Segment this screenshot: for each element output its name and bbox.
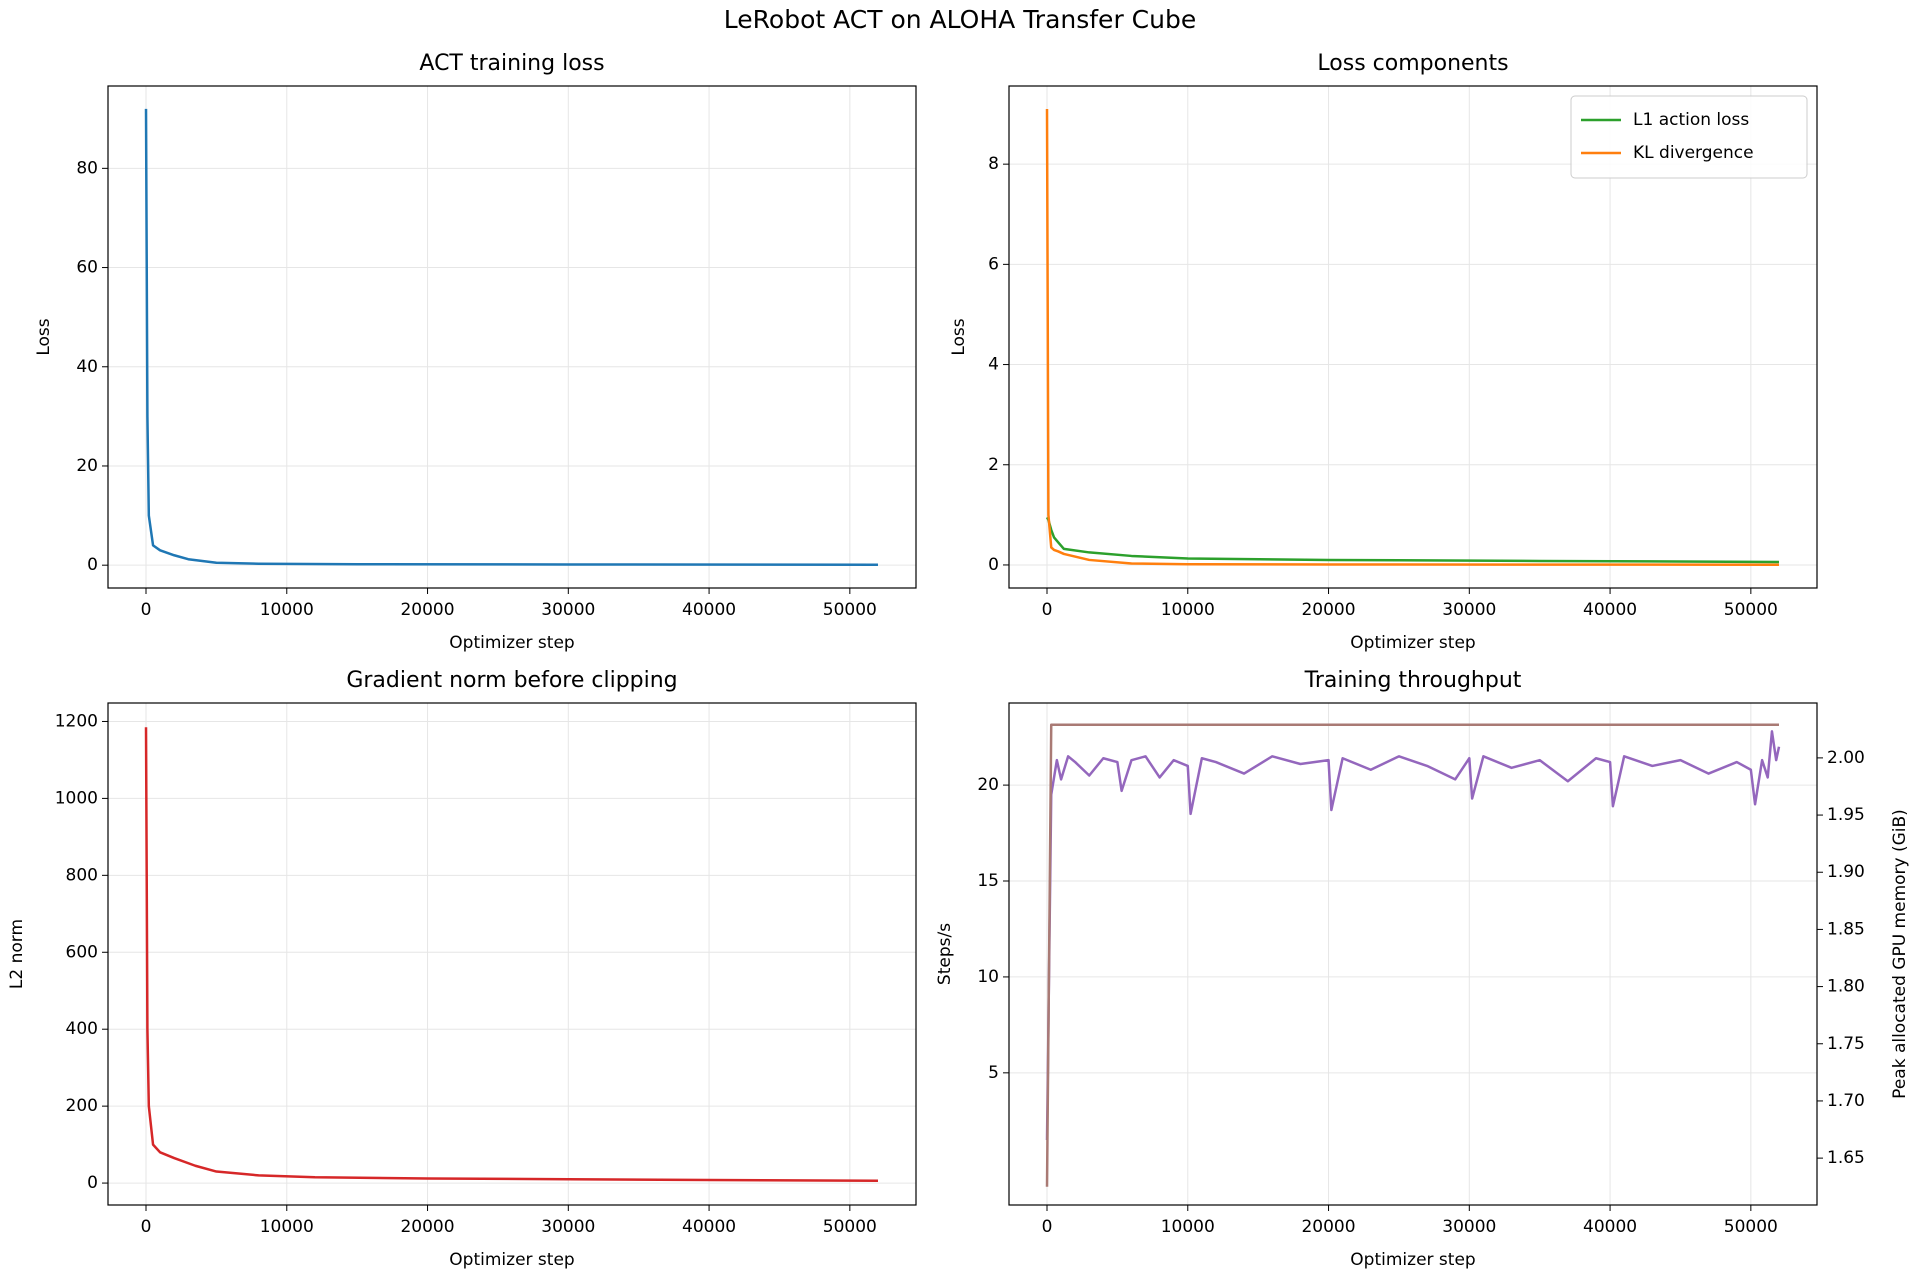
- y-axis-label: Steps/s: [935, 923, 955, 985]
- x-axis-label: Optimizer step: [1350, 1250, 1475, 1270]
- y-tick-label: 200: [66, 1096, 98, 1116]
- x-tick-label: 20000: [1301, 600, 1355, 620]
- y-axis-label: Loss: [34, 318, 54, 355]
- plot-frame: [107, 702, 917, 1206]
- y-tick-label: 20: [76, 456, 98, 476]
- y2-tick-label: 1.90: [1827, 862, 1865, 882]
- y-tick-label: 0: [87, 555, 98, 575]
- x-tick-label: 20000: [1301, 1217, 1355, 1237]
- x-tick-label: 0: [1042, 1217, 1053, 1237]
- x-tick-label: 40000: [1583, 600, 1637, 620]
- y-tick-label: 0: [87, 1173, 98, 1193]
- y-tick-label: 1000: [55, 788, 98, 808]
- x-tick-label: 50000: [1724, 600, 1778, 620]
- x-tick-label: 20000: [400, 600, 454, 620]
- series-line: [1045, 723, 1779, 1187]
- x-tick-label: 0: [141, 1217, 152, 1237]
- plot-frame: [1008, 702, 1818, 1206]
- x-tick-label: 30000: [1442, 600, 1496, 620]
- y-tick-label: 15: [977, 871, 999, 891]
- y-tick-label: 6: [988, 254, 999, 274]
- y-tick-label: 400: [66, 1019, 98, 1039]
- y-tick-label: 8: [988, 154, 999, 174]
- x-axis-label: Optimizer step: [449, 633, 574, 653]
- x-tick-label: 40000: [1583, 1217, 1637, 1237]
- series-line: [144, 727, 878, 1183]
- y-tick-label: 2: [988, 455, 999, 475]
- y-tick-label: 600: [66, 942, 98, 962]
- x-tick-label: 10000: [1161, 1217, 1215, 1237]
- plot-frame: [1008, 85, 1818, 589]
- y2-tick-label: 1.75: [1827, 1034, 1865, 1054]
- y2-tick-label: 1.95: [1827, 805, 1865, 825]
- x-axis-label: Optimizer step: [449, 1250, 574, 1270]
- y-axis-label: L2 norm: [7, 919, 27, 989]
- figure-title: LeRobot ACT on ALOHA Transfer Cube: [724, 5, 1196, 34]
- x-tick-label: 20000: [400, 1217, 454, 1237]
- plot-title: Gradient norm before clipping: [346, 668, 677, 693]
- y2-tick-label: 1.70: [1827, 1091, 1865, 1111]
- y-tick-label: 4: [988, 355, 999, 375]
- x-tick-label: 40000: [682, 1217, 736, 1237]
- legend-label: L1 action loss: [1633, 110, 1749, 130]
- y-tick-label: 1200: [55, 711, 98, 731]
- x-tick-label: 0: [141, 600, 152, 620]
- y-tick-label: 10: [977, 967, 999, 987]
- plot-title: Training throughput: [1304, 668, 1522, 693]
- x-tick-label: 40000: [682, 600, 736, 620]
- x-tick-label: 50000: [823, 600, 877, 620]
- y-tick-label: 0: [988, 555, 999, 575]
- series-line: [144, 108, 878, 566]
- y-tick-label: 80: [76, 158, 98, 178]
- x-axis-label: Optimizer step: [1350, 633, 1475, 653]
- legend-box: [1570, 95, 1808, 179]
- y-tick-label: 60: [76, 258, 98, 278]
- y2-tick-label: 1.85: [1827, 919, 1865, 939]
- series-line: [1045, 109, 1779, 566]
- x-tick-label: 30000: [541, 600, 595, 620]
- y-tick-label: 40: [76, 357, 98, 377]
- x-tick-label: 30000: [541, 1217, 595, 1237]
- x-tick-label: 50000: [823, 1217, 877, 1237]
- series-line: [1045, 730, 1781, 1140]
- legend-label: KL divergence: [1633, 143, 1754, 163]
- y-tick-label: 800: [66, 865, 98, 885]
- x-tick-label: 30000: [1442, 1217, 1496, 1237]
- x-tick-label: 10000: [1161, 600, 1215, 620]
- x-tick-label: 10000: [260, 600, 314, 620]
- plot-title: ACT training loss: [419, 51, 604, 76]
- plot-title: Loss components: [1317, 51, 1508, 76]
- y2-axis-label: Peak allocated GPU memory (GiB): [1890, 809, 1910, 1099]
- y2-tick-label: 2.00: [1827, 748, 1865, 768]
- series-line: [1045, 516, 1779, 564]
- x-tick-label: 0: [1042, 600, 1053, 620]
- plot-frame: [107, 85, 917, 589]
- y2-tick-label: 1.65: [1827, 1148, 1865, 1168]
- y-tick-label: 5: [988, 1063, 999, 1083]
- y-axis-label: Loss: [949, 318, 969, 355]
- x-tick-label: 50000: [1724, 1217, 1778, 1237]
- y2-tick-label: 1.80: [1827, 977, 1865, 997]
- y-tick-label: 20: [977, 775, 999, 795]
- x-tick-label: 10000: [260, 1217, 314, 1237]
